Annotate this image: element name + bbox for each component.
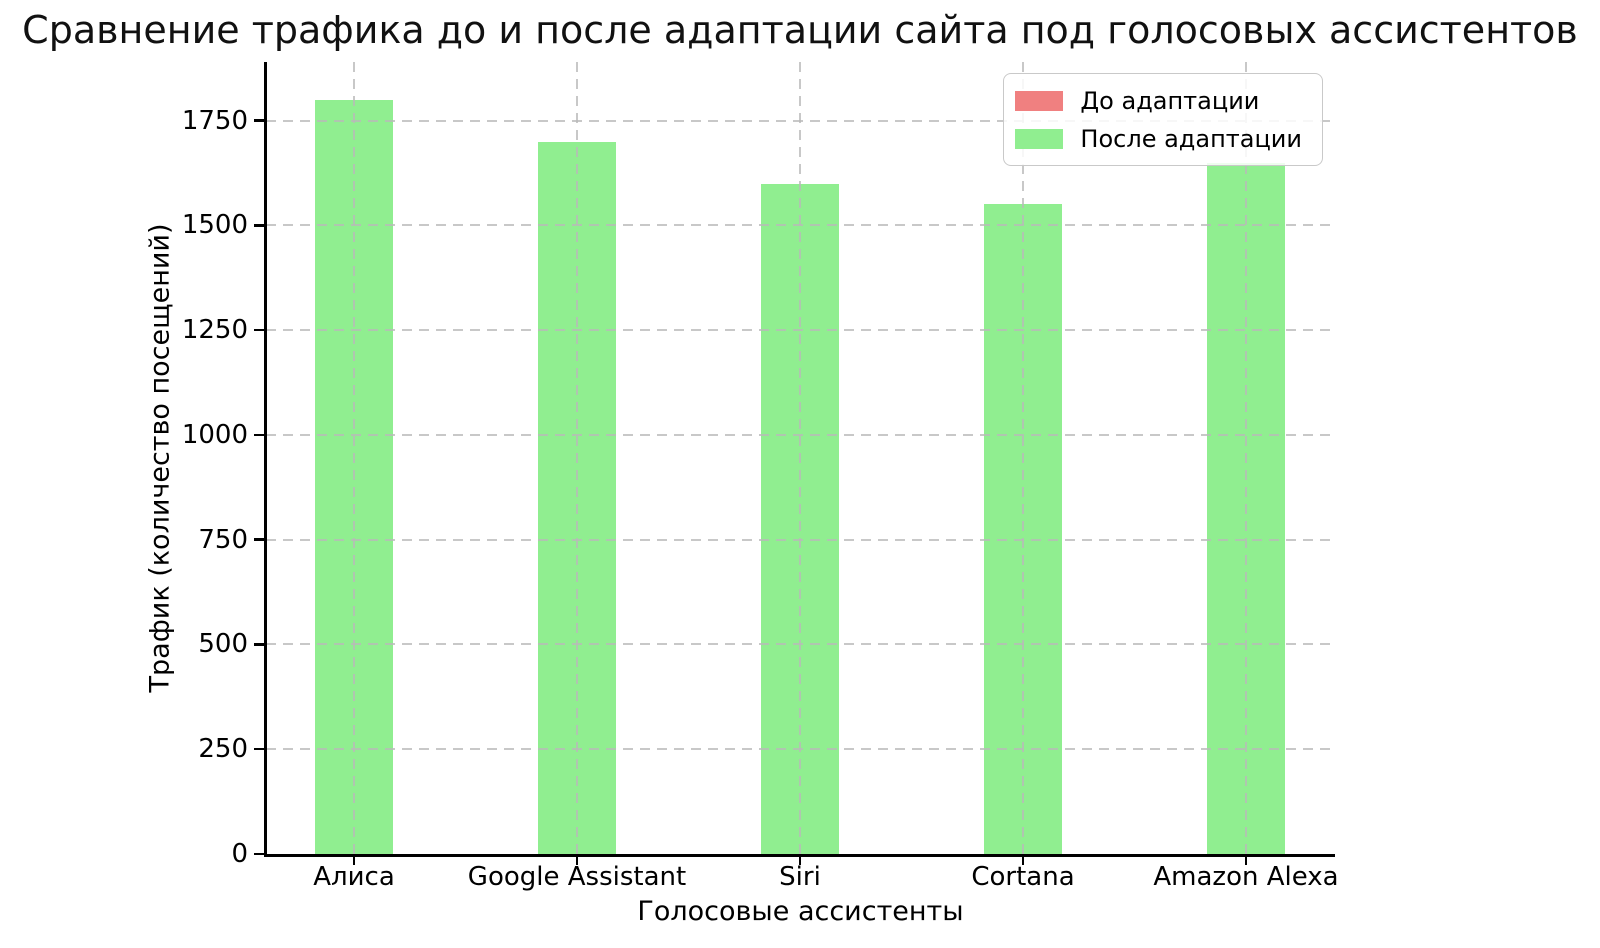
x-tick-label-siri: Siri	[779, 862, 821, 892]
legend-entry-before: До адаптации	[1015, 84, 1302, 117]
y-tick-label-1750: 1750	[181, 105, 248, 136]
y-tick-label-500: 500	[198, 629, 248, 660]
y-tick-label-1000: 1000	[181, 419, 248, 450]
y-tick-mark-500	[254, 643, 264, 646]
x-tick-label-google-assistant: Google Assistant	[467, 862, 687, 892]
legend-entry-after: После адаптации	[1015, 122, 1302, 155]
y-tick-mark-1500	[254, 224, 264, 227]
legend-label-after: После адаптации	[1080, 124, 1302, 153]
plot-area: До адаптации После адаптации	[266, 62, 1335, 854]
y-tick-mark-0	[254, 852, 264, 856]
chart-title: Сравнение трафика до и после адаптации с…	[22, 8, 1578, 52]
x-tick-label-cortana: Cortana	[971, 862, 1075, 892]
gridline-v-cortana	[1022, 62, 1024, 854]
legend-label-before: До адаптации	[1080, 86, 1260, 115]
y-axis-label: Трафик (количество посещений)	[144, 223, 176, 693]
gridline-v-siri	[799, 62, 801, 854]
y-tick-mark-750	[254, 538, 264, 541]
x-tick-mark-алиса	[352, 856, 356, 865]
gridline-v-алиса	[353, 62, 355, 854]
y-tick-mark-1750	[254, 119, 264, 122]
x-tick-mark-cortana	[1021, 856, 1025, 865]
y-tick-label-1250: 1250	[181, 315, 248, 346]
y-tick-label-250: 250	[198, 734, 248, 765]
x-axis-label: Голосовые ассистенты	[637, 896, 964, 927]
x-tick-mark-amazon-alexa	[1244, 856, 1248, 865]
x-axis-spine	[264, 854, 1335, 857]
legend: До адаптации После адаптации	[1003, 73, 1323, 166]
y-axis-spine	[264, 62, 267, 856]
x-tick-mark-google-assistant	[575, 856, 579, 865]
y-tick-label-750: 750	[198, 524, 248, 555]
legend-swatch-before-icon	[1015, 90, 1064, 111]
y-tick-label-1500: 1500	[181, 210, 248, 241]
legend-swatch-after-icon	[1015, 128, 1064, 149]
y-tick-mark-1000	[254, 433, 264, 437]
x-tick-label-алиса: Алиса	[313, 862, 395, 892]
y-tick-label-0: 0	[231, 839, 248, 869]
y-tick-mark-250	[254, 747, 264, 751]
gridline-v-google-assistant	[576, 62, 578, 854]
x-tick-label-amazon-alexa: Amazon Alexa	[1153, 862, 1339, 892]
y-tick-mark-1250	[254, 328, 264, 332]
gridline-v-amazon-alexa	[1245, 62, 1247, 854]
x-tick-mark-siri	[798, 856, 802, 865]
